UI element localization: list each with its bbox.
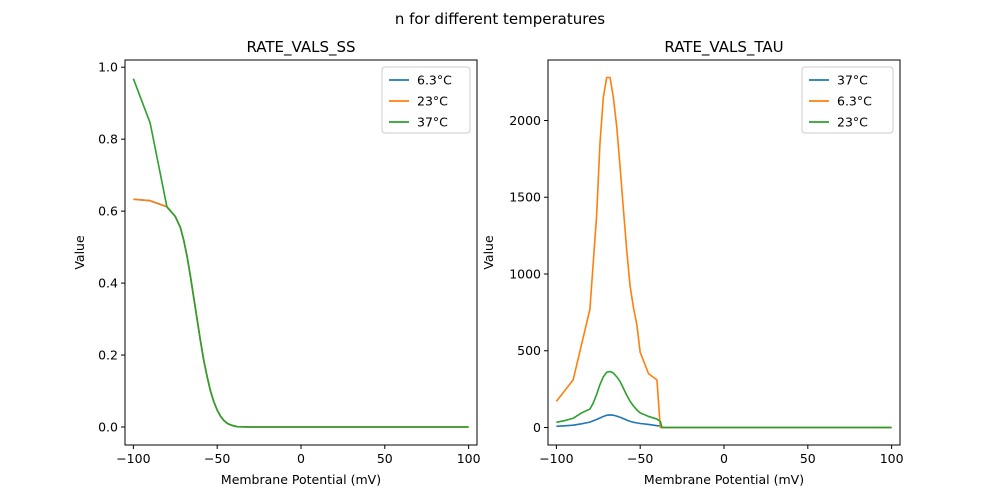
chart1-legend: 37°C 6.3°C 23°C xyxy=(801,66,894,134)
chart1-xtick-label: 100 xyxy=(880,451,904,466)
chart1-legend-box xyxy=(801,66,894,134)
chart0-xtick-label: −50 xyxy=(204,451,230,466)
chart1-xtick-label: 0 xyxy=(720,451,728,466)
chart1-ylabel: Value xyxy=(481,235,496,270)
chart1-xtick-label: 50 xyxy=(800,451,816,466)
chart0-xtick-label: 100 xyxy=(457,451,481,466)
chart1-ytick-label: 1000 xyxy=(509,266,541,281)
chart1-legend-label-2: 23°C xyxy=(837,115,868,130)
chart0-legend: 6.3°C 23°C 37°C xyxy=(381,66,471,134)
chart0-legend-label-1: 23°C xyxy=(417,94,448,109)
chart1-title: RATE_VALS_TAU xyxy=(664,38,783,57)
chart1-legend-label-0: 37°C xyxy=(837,73,868,88)
chart1-ytick-label: 1500 xyxy=(509,190,541,205)
figure-suptitle: n for different temperatures xyxy=(395,10,605,28)
chart1-xtick-label: −100 xyxy=(539,451,573,466)
chart0-ytick-label: 1.0 xyxy=(98,60,118,75)
chart1-ytick-label: 2000 xyxy=(509,113,541,128)
chart1-series-line-2 xyxy=(556,370,892,429)
chart0-legend-label-2: 37°C xyxy=(417,115,448,130)
chart1-xlabel: Membrane Potential (mV) xyxy=(644,472,804,487)
chart0-ylabel: Value xyxy=(72,235,87,270)
chart0-ytick-label: 0.2 xyxy=(98,348,118,363)
chart0-series-group xyxy=(132,78,469,428)
chart0-series-line-2 xyxy=(132,78,469,428)
chart1-legend-label-1: 6.3°C xyxy=(837,94,872,109)
chart1-ytick-label: 0 xyxy=(533,420,541,435)
chart0-ytick-label: 0.4 xyxy=(98,276,118,291)
chart1-ytick-label: 500 xyxy=(517,343,541,358)
chart0-xtick-label: −100 xyxy=(116,451,150,466)
chart0-xtick-label: 50 xyxy=(377,451,393,466)
chart0-ytick-label: 0.0 xyxy=(98,420,118,435)
subplot-rate-vals-tau: RATE_VALS_TAU−100 −50 0 50 10005001000150020… xyxy=(481,38,904,487)
chart0-ytick-label: 0.8 xyxy=(98,132,118,147)
chart0-legend-box xyxy=(381,66,471,134)
chart0-ytick-label: 0.6 xyxy=(98,204,118,219)
chart0-legend-label-0: 6.3°C xyxy=(417,73,452,88)
chart0-xtick-label: 0 xyxy=(297,451,305,466)
chart1-xtick-label: −50 xyxy=(627,451,653,466)
chart0-title: RATE_VALS_SS xyxy=(246,38,355,57)
chart1-series-group xyxy=(555,76,892,429)
subplot-rate-vals-ss: RATE_VALS_SS −100 −50 0 50 100 0.0 0.2 0.4 0.6 0.8… xyxy=(72,38,481,487)
chart0-xlabel: Membrane Potential (mV) xyxy=(221,472,381,487)
